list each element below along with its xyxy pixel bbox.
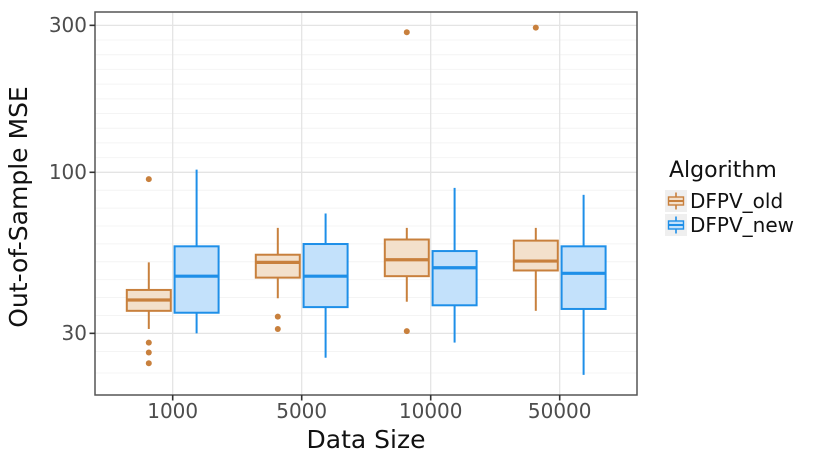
y-tick-label: 100 (48, 160, 87, 185)
x-axis-title: Data Size (306, 425, 426, 454)
boxplot-key-icon (665, 190, 687, 212)
legend-item-label: DFPV_new (690, 213, 794, 237)
x-tick-label: 5000 (276, 399, 328, 423)
box-DFPV_old-5000 (254, 227, 301, 332)
legend-item-label: DFPV_old (690, 189, 784, 213)
x-tick-label: 50000 (527, 399, 592, 423)
x-tick-label: 1000 (147, 399, 199, 423)
boxplot-key-icon (665, 214, 687, 236)
legend-item-dfpv-old: DFPV_old (665, 190, 783, 212)
y-axis-title: Out-of-Sample MSE (4, 86, 33, 328)
x-tick-label: 10000 (398, 399, 463, 423)
y-tick-label: 300 (48, 13, 87, 38)
box-DFPV_new-10000 (431, 187, 478, 343)
box-DFPV_old-10000 (383, 29, 430, 335)
legend-title: Algorithm (669, 158, 777, 183)
box-DFPV_old-1000 (125, 176, 172, 367)
legend-item-dfpv-new: DFPV_new (665, 214, 794, 236)
y-tick-label: 30 (61, 321, 87, 346)
box-DFPV_new-1000 (173, 169, 220, 334)
box-DFPV_new-50000 (560, 194, 607, 375)
box-DFPV_old-50000 (512, 24, 559, 311)
box-DFPV_new-5000 (302, 213, 349, 358)
